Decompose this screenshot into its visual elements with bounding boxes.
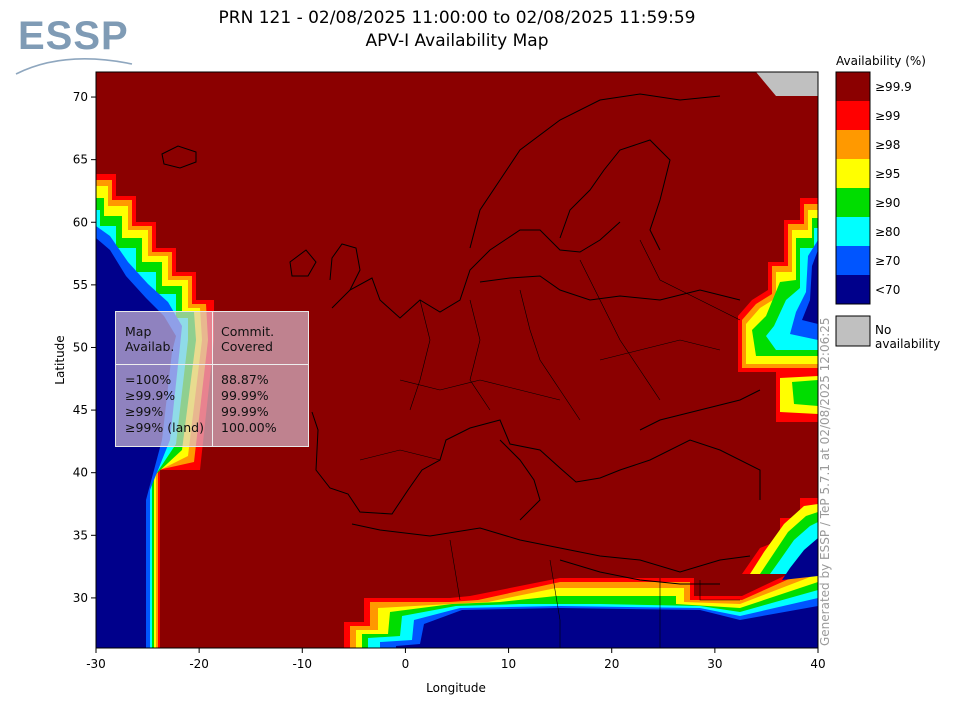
- stats-col1-header-line2: Availab.: [125, 339, 175, 354]
- legend-swatch: [836, 159, 870, 188]
- country-borders: [359, 239, 741, 648]
- legend-bar-outline: [835, 71, 871, 305]
- stats-row-label: ≥99% (land): [125, 420, 204, 435]
- x-tick-label: 10: [501, 657, 516, 671]
- stats-col2-header-line2: Covered: [221, 339, 273, 354]
- y-tick-label: 35: [73, 528, 88, 542]
- stats-row-value: 99.99%: [221, 404, 269, 419]
- logo-text: ESSP: [18, 14, 129, 58]
- stats-col2-header-line1: Commit.: [221, 324, 275, 339]
- essp-logo: ESSP: [14, 10, 134, 80]
- legend-title: Availability (%): [836, 54, 926, 68]
- x-tick-label: 30: [707, 657, 722, 671]
- x-tick-label: 20: [604, 657, 619, 671]
- legend-swatch: [836, 275, 870, 304]
- legend-swatch: [836, 72, 870, 101]
- legend-item-label: ≥70: [875, 254, 901, 268]
- stats-col1-header-line1: Map: [125, 324, 152, 339]
- legend-item-label: ≥90: [875, 196, 901, 210]
- no-availability-region-ne: [756, 72, 818, 96]
- legend-swatch: [836, 101, 870, 130]
- x-tick-label: 40: [810, 657, 825, 671]
- x-tick-label: 0: [402, 657, 410, 671]
- legend-item-label: ≥95: [875, 167, 901, 181]
- map-title: PRN 121 - 02/08/2025 11:00:00 to 02/08/2…: [218, 8, 696, 28]
- x-axis-label: Longitude: [426, 681, 486, 695]
- stats-row-label: ≥99%: [125, 404, 164, 419]
- x-tick-label: -20: [189, 657, 209, 671]
- y-tick-label: 40: [73, 466, 88, 480]
- stats-row-label: =100%: [125, 372, 172, 387]
- y-tick-label: 55: [73, 278, 88, 292]
- south-band-lt70: [396, 606, 818, 648]
- stats-row-label: ≥99.9%: [125, 388, 176, 403]
- y-tick-label: 65: [73, 153, 88, 167]
- stats-row-value: 100.00%: [221, 420, 277, 435]
- legend-item-label: ≥99.9: [875, 80, 912, 94]
- x-axis: -30 -20 -10 0 10 20 30 40: [86, 648, 826, 671]
- legend-no-availability-swatch: [835, 315, 871, 347]
- y-tick-label: 50: [73, 340, 88, 354]
- y-axis: 70 65 60 55 50 45 40 35 30: [73, 90, 96, 605]
- stats-row-value: 88.87%: [221, 372, 269, 387]
- stats-col-covered: Commit. Covered 88.87% 99.99% 99.99% 100…: [212, 312, 308, 446]
- legend-item-label: <70: [875, 283, 901, 297]
- y-tick-label: 30: [73, 591, 88, 605]
- levant-band-lt70: [782, 538, 818, 580]
- east-band-lt70: [802, 250, 818, 324]
- generated-by-watermark: Generated by ESSP / TeP 5.7.1 at 02/08/2…: [818, 317, 832, 646]
- legend-swatch: [836, 217, 870, 246]
- coverage-stats-table: Map Availab. =100% ≥99.9% ≥99% ≥99% (lan…: [115, 311, 309, 447]
- logo-swoosh-icon: [15, 58, 133, 75]
- map-subtitle: APV-I Availability Map: [365, 31, 549, 51]
- stats-row-value: 99.99%: [221, 388, 269, 403]
- legend-color-bar: [835, 71, 871, 305]
- legend-no-availability-label: No availability: [875, 323, 941, 351]
- y-tick-label: 45: [73, 403, 88, 417]
- y-tick-label: 70: [73, 90, 88, 104]
- legend-swatch: [836, 246, 870, 275]
- east-blacksea-band-90: [792, 380, 818, 406]
- x-tick-label: -10: [292, 657, 312, 671]
- legend-item-label: ≥98: [875, 138, 901, 152]
- y-tick-label: 60: [73, 215, 88, 229]
- legend-item-label: ≥99: [875, 109, 901, 123]
- legend-swatch: [836, 130, 870, 159]
- legend-item-label: ≥80: [875, 225, 901, 239]
- x-tick-label: -30: [86, 657, 106, 671]
- stats-separator: [116, 364, 308, 365]
- coastlines: [161, 93, 761, 585]
- y-axis-label: Latitude: [53, 335, 67, 384]
- map-frame: [95, 71, 819, 649]
- stats-col-availability: Map Availab. =100% ≥99.9% ≥99% ≥99% (lan…: [116, 312, 213, 446]
- legend-swatch: [836, 188, 870, 217]
